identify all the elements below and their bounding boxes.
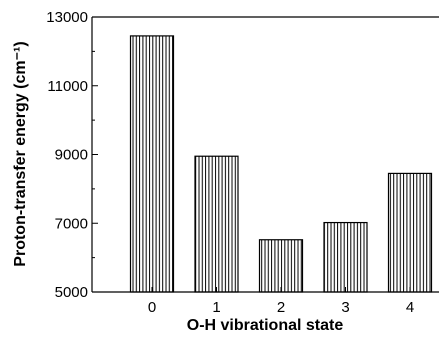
y-tick-label: 13000 [46,9,88,26]
x-axis-title: O-H vibrational state [187,317,344,334]
bar-0 [129,35,175,293]
y-tick-label: 7000 [55,215,88,232]
y-ticks-group: 5000 7000 9000 11000 13000 [46,9,98,301]
bars-group [129,35,433,293]
bar-1 [194,155,239,293]
x-tick-label: 2 [277,299,285,316]
y-tick-label: 9000 [55,147,88,164]
x-tick-label: 3 [341,299,349,316]
y-tick-label: 5000 [55,284,88,301]
x-tick-label: 1 [212,299,220,316]
bar-3 [323,221,368,293]
bar-4 [387,172,433,293]
y-tick-label: 11000 [47,78,88,95]
y-axis-title: Proton-transfer energy (cm⁻¹) [12,41,29,266]
x-tick-label: 4 [406,299,414,316]
x-ticks-group: 0 1 2 3 4 [148,287,414,316]
x-tick-label: 0 [148,299,156,316]
bar-2 [258,239,304,293]
